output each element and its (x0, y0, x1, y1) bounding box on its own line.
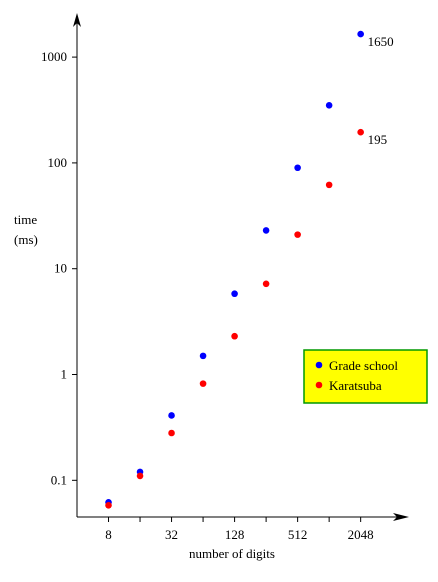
point (199, 352, 207, 360)
y-tick-label: 1 (61, 367, 68, 382)
point (199, 380, 207, 387)
x-tick-label: 32 (165, 527, 178, 542)
x-tick-label: 2048 (348, 527, 374, 542)
legend-label: Grade school (329, 358, 398, 373)
point (357, 128, 364, 136)
x-tick-label: 128 (225, 527, 245, 542)
y-axis-label: time (14, 212, 37, 227)
legend-label: Karatsuba (329, 378, 382, 393)
point (294, 231, 301, 238)
point (325, 102, 333, 109)
data-label: 195 (368, 132, 388, 147)
legend-box (303, 349, 428, 404)
y-tick-label: 1000 (41, 49, 67, 64)
point (262, 227, 270, 234)
point (136, 472, 144, 480)
point (168, 429, 175, 437)
point (105, 502, 112, 509)
point (231, 290, 238, 298)
y-tick-label: 0.1 (51, 472, 67, 487)
x-tick-label: 512 (288, 527, 308, 542)
point (357, 30, 364, 38)
data-label: 1650 (368, 34, 394, 49)
x-axis-label: number of digits (189, 546, 275, 561)
point (231, 332, 238, 340)
point (325, 181, 333, 189)
point (294, 164, 301, 172)
y-axis-label: (ms) (14, 232, 38, 247)
y-tick-label: 10 (54, 261, 67, 276)
x-axis-arrow (393, 513, 409, 521)
legend-marker (315, 381, 323, 389)
point (168, 412, 175, 419)
x-tick-label: 8 (105, 527, 112, 542)
y-axis-arrow (73, 13, 81, 27)
y-tick-label: 100 (48, 155, 68, 170)
point (262, 280, 270, 288)
legend-marker (315, 361, 323, 369)
